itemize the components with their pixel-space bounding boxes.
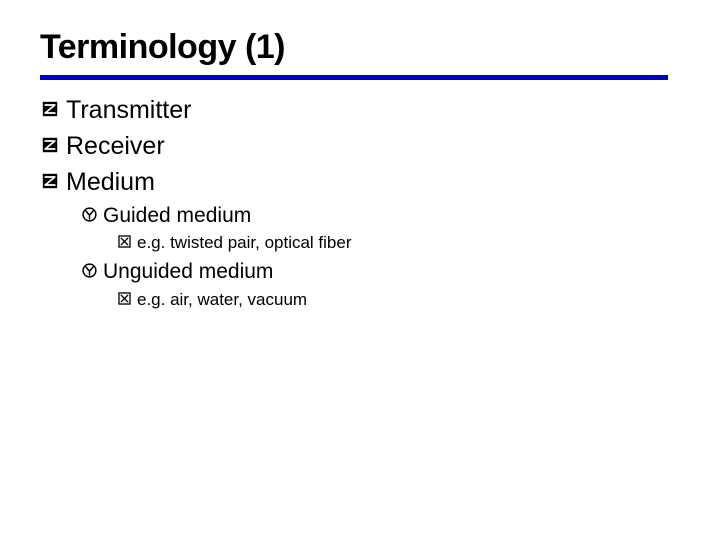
slide: Terminology (1) Transmitter Receiver Mediu… (0, 0, 720, 311)
list-item-text: e.g. twisted pair, optical fiber (137, 232, 352, 254)
list-item: Unguided medium (82, 258, 680, 285)
slide-content: Transmitter Receiver Medium Guided medium e.… (40, 94, 680, 311)
list-item: e.g. twisted pair, optical fiber (118, 232, 680, 254)
list-item: Medium (42, 166, 680, 198)
bullet-icon (42, 101, 58, 122)
bullet-x-square-icon (118, 292, 131, 305)
list-item-text: Unguided medium (103, 258, 273, 285)
bullet-z-square-icon (42, 173, 58, 189)
bullet-z-square-icon (42, 137, 58, 153)
bullet-y-circle-icon (82, 263, 97, 278)
bullet-icon (118, 292, 131, 310)
bullet-x-square-icon (118, 235, 131, 248)
list-item-text: Guided medium (103, 202, 251, 229)
list-item: e.g. air, water, vacuum (118, 289, 680, 311)
list-item: Receiver (42, 130, 680, 162)
bullet-icon (82, 207, 97, 227)
list-item-text: Transmitter (66, 94, 191, 126)
list-item-text: Receiver (66, 130, 165, 162)
bullet-icon (82, 263, 97, 283)
list-item: Transmitter (42, 94, 680, 126)
slide-title: Terminology (1) (40, 28, 680, 73)
list-item: Guided medium (82, 202, 680, 229)
bullet-z-square-icon (42, 101, 58, 117)
bullet-icon (118, 235, 131, 253)
bullet-icon (42, 173, 58, 194)
list-item-text: e.g. air, water, vacuum (137, 289, 307, 311)
title-underline (40, 75, 668, 80)
bullet-y-circle-icon (82, 207, 97, 222)
list-item-text: Medium (66, 166, 155, 198)
bullet-icon (42, 137, 58, 158)
